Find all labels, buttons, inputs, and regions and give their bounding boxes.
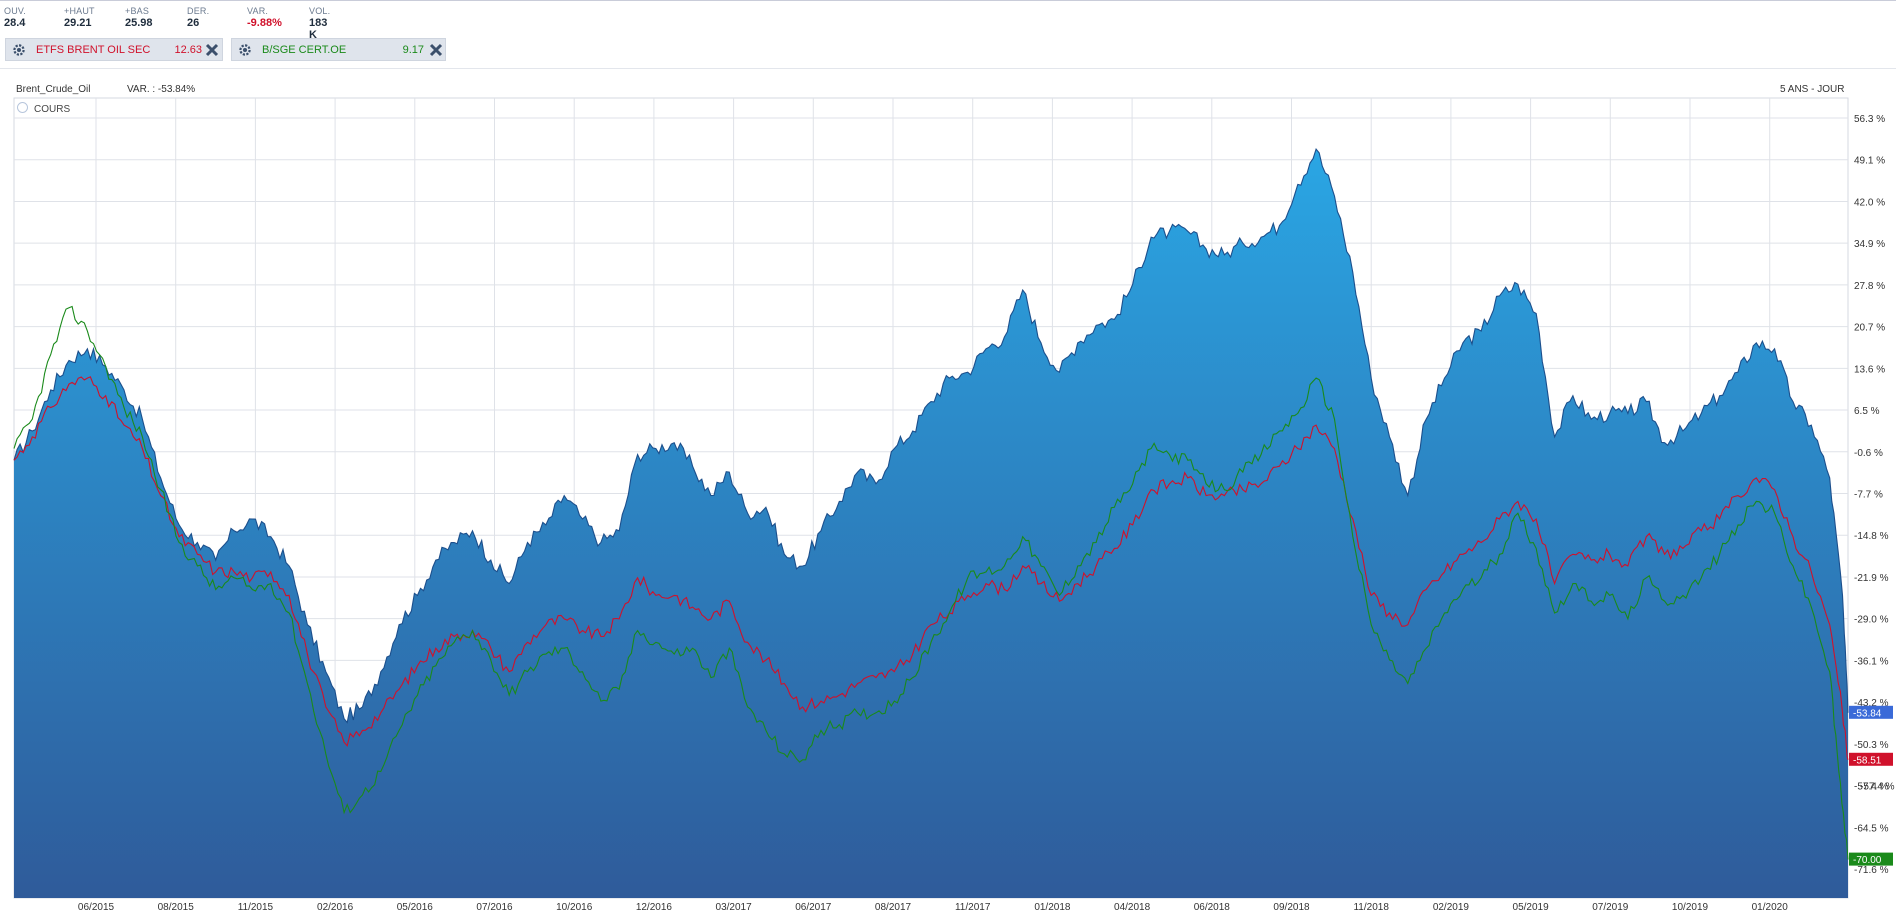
x-tick-label: 01/2018: [1034, 902, 1071, 912]
stat-low-value: 25.98: [125, 17, 153, 29]
comparison-name: ETFS BRENT OIL SEC: [36, 44, 151, 56]
comparison-chip-etfs[interactable]: ETFS BRENT OIL SEC 12.63: [5, 38, 223, 61]
y-tick-label: -21.9 %: [1854, 573, 1889, 584]
x-tick-label: 02/2016: [317, 902, 354, 912]
stat-open: OUV. 28.4: [4, 6, 26, 29]
x-tick-label: 04/2018: [1114, 902, 1151, 912]
y-tick-label: 56.3 %: [1854, 114, 1885, 125]
stat-variation: VAR. -9.88%: [247, 6, 282, 29]
x-tick-label: 08/2017: [875, 902, 912, 912]
y-tick-label: -57.4 %: [1854, 782, 1889, 793]
close-icon[interactable]: [205, 43, 219, 57]
y-tick-label: -14.8 %: [1854, 531, 1889, 542]
indicator-legend[interactable]: COURS: [17, 102, 70, 115]
gear-icon[interactable]: [12, 43, 26, 57]
x-tick-label: 01/2020: [1752, 902, 1789, 912]
x-tick-label: 06/2015: [78, 902, 115, 912]
x-tick-label: 10/2016: [556, 902, 593, 912]
stat-high-value: 29.21: [64, 17, 92, 29]
y-tick-label: -64.5 %: [1854, 823, 1889, 834]
comparison-price: 9.17: [402, 44, 424, 56]
last-value-brent-badge: [1849, 705, 1893, 719]
y-tick-label: -43.2 %: [1854, 698, 1889, 709]
stat-low-label: +BAS: [125, 6, 150, 16]
comparison-chip-sge[interactable]: B/SGE CERT.OE 9.17: [231, 38, 446, 61]
stat-last-label: DER.: [187, 6, 210, 16]
x-tick-label: 05/2019: [1513, 902, 1550, 912]
stat-variation-label: VAR.: [247, 6, 269, 16]
period-selector[interactable]: 5 ANS - JOUR: [1780, 84, 1845, 95]
stat-last: DER. 26: [187, 6, 209, 29]
series-line-etfs: [13, 376, 1849, 760]
settings-icon[interactable]: [17, 102, 28, 113]
x-tick-label: 11/2017: [955, 902, 991, 912]
instrument-variation: VAR. : -53.84%: [127, 84, 196, 95]
last-value-etfs: -58.51: [1853, 755, 1882, 766]
y-tick-label: -71.6 %: [1854, 865, 1889, 876]
y-tick-label: 6.5 %: [1854, 406, 1880, 417]
y-tick-label: 20.7 %: [1854, 323, 1885, 334]
x-tick-label: 06/2017: [795, 902, 832, 912]
x-tick-label: 12/2016: [636, 902, 673, 912]
series-line-sge: [13, 305, 1849, 860]
y-tick-label: -36.1 %: [1854, 656, 1889, 667]
y-tick-label: 49.1 %: [1854, 156, 1885, 167]
x-tick-label: 03/2017: [716, 902, 753, 912]
stat-volume-label: VOL.: [309, 6, 331, 16]
y-tick-label: -29.0 %: [1854, 615, 1889, 626]
stat-volume: VOL. 183 K: [309, 6, 330, 41]
x-tick-label: 05/2016: [397, 902, 434, 912]
x-tick-label: 08/2015: [158, 902, 195, 912]
stat-low: +BAS 25.98: [125, 6, 153, 29]
x-tick-label: 07/2016: [476, 902, 513, 912]
stat-high-label: +HAUT: [64, 6, 95, 16]
stat-open-value: 28.4: [4, 17, 26, 29]
stat-volume-value: 183 K: [309, 17, 328, 41]
x-tick-label: 09/2018: [1273, 902, 1310, 912]
stat-open-label: OUV.: [4, 6, 26, 16]
y-tick-label: 27.8 %: [1854, 281, 1885, 292]
x-tick-label: 07/2019: [1592, 902, 1629, 912]
last-value-sge: -70.00: [1853, 855, 1882, 866]
header-separator: [0, 68, 1896, 69]
stat-high: +HAUT 29.21: [64, 6, 95, 29]
last-value-etfs-badge: [1849, 752, 1893, 766]
x-tick-label: 02/2019: [1433, 902, 1470, 912]
y-tick-label: 34.9 %: [1854, 239, 1885, 250]
gear-icon[interactable]: [238, 43, 252, 57]
stat-variation-value: -9.88%: [247, 17, 282, 29]
series-line-brent: [13, 147, 1849, 724]
last-value-brent: -53.84: [1853, 708, 1882, 719]
instrument-name: Brent_Crude_Oil: [16, 84, 91, 95]
last-value-sge-badge: [1849, 852, 1893, 866]
y-extra-label: -57.4 %: [1860, 782, 1895, 793]
stat-last-value: 26: [187, 17, 200, 29]
indicator-label: COURS: [34, 104, 71, 115]
y-tick-label: 42.0 %: [1854, 197, 1885, 208]
y-tick-label: -7.7 %: [1854, 490, 1883, 501]
x-tick-label: 06/2018: [1194, 902, 1231, 912]
comparison-price: 12.63: [174, 44, 202, 56]
comparison-name: B/SGE CERT.OE: [262, 44, 347, 56]
y-tick-label: -50.3 %: [1854, 740, 1889, 751]
top-border: [0, 0, 1896, 1]
series-area-fill: [14, 149, 1848, 899]
price-chart[interactable]: 06/2015 08/2015 11/2015 02/2016 05/2016 07/20…: [0, 96, 1896, 912]
x-tick-label: 11/2015: [238, 902, 274, 912]
y-tick-label: 13.6 %: [1854, 364, 1885, 375]
x-tick-label: 11/2018: [1353, 902, 1389, 912]
close-icon[interactable]: [429, 43, 443, 57]
x-tick-label: 10/2019: [1672, 902, 1709, 912]
y-tick-label: -0.6 %: [1854, 448, 1883, 459]
